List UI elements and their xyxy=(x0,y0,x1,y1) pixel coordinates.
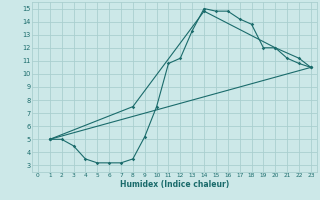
X-axis label: Humidex (Indice chaleur): Humidex (Indice chaleur) xyxy=(120,180,229,189)
